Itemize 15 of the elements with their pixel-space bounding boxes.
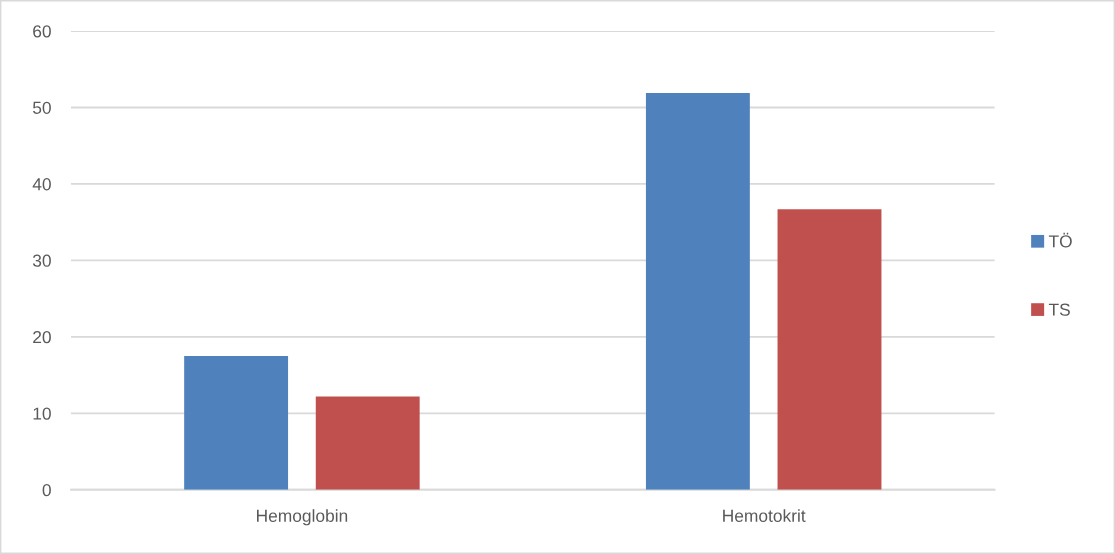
y-tick-label: 30 xyxy=(32,254,51,267)
bar xyxy=(777,209,882,490)
bar xyxy=(184,355,289,490)
bar xyxy=(315,396,420,490)
x-tick-label: Hemoglobin xyxy=(257,509,348,526)
y-tick-label: 60 xyxy=(33,25,51,38)
x-tick-label: Hemotokrit xyxy=(723,509,806,522)
y-tick-label: 40 xyxy=(32,178,51,191)
legend-label: TS xyxy=(1048,303,1070,316)
y-tick-label: 50 xyxy=(32,101,51,114)
y-tick-label: 0 xyxy=(42,483,51,497)
y-tick-label: 10 xyxy=(33,407,51,420)
legend-label: TÖ xyxy=(1048,232,1072,248)
y-tick-label: 20 xyxy=(33,331,51,344)
bar xyxy=(645,92,750,490)
